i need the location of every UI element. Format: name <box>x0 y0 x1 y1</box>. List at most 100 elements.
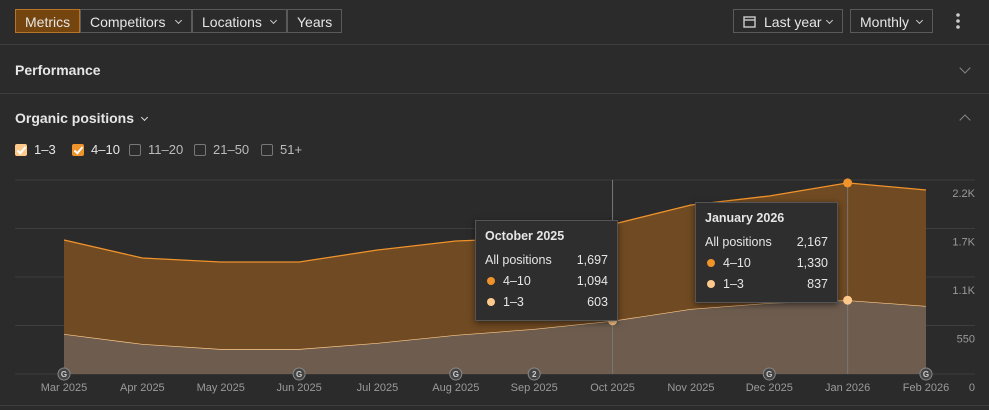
tooltip-row: All positions 2,167 <box>705 231 828 252</box>
legend-item[interactable]: 11–20 <box>129 142 183 157</box>
section-title[interactable]: Performance <box>15 62 101 78</box>
collapse-icon[interactable] <box>959 114 971 126</box>
chevron <box>825 16 834 25</box>
x-tick-label: Dec 2025 <box>746 382 793 394</box>
x-tick-label: Nov 2025 <box>667 382 714 394</box>
tooltip-series: 1–3 <box>705 277 744 291</box>
legend-item[interactable]: 1–3 <box>15 142 56 157</box>
tab[interactable]: Years <box>287 9 342 33</box>
tooltip-label: 1–3 <box>503 294 524 309</box>
annotation-marker[interactable] <box>527 367 541 381</box>
annotation-label: G <box>453 370 459 379</box>
chevron <box>915 16 924 25</box>
checkbox <box>194 143 206 156</box>
legend-label: 1–3 <box>34 142 56 157</box>
annotation-marker[interactable] <box>449 367 463 381</box>
interval-label: Monthly <box>860 14 910 30</box>
legend-item[interactable]: 4–10 <box>72 142 120 157</box>
expand-icon[interactable] <box>959 62 971 74</box>
tooltip-label: All positions <box>705 234 772 249</box>
tooltip-value: 1,094 <box>576 273 608 288</box>
chevron <box>269 16 278 25</box>
annotation-label: G <box>766 370 772 379</box>
tab[interactable]: Locations <box>192 9 287 33</box>
tab[interactable]: Metrics <box>15 9 80 33</box>
divider <box>0 44 989 45</box>
x-tick-label: Aug 2025 <box>432 382 479 394</box>
legend-label: 11–20 <box>148 142 184 157</box>
y-tick-label: 0 <box>969 382 975 394</box>
tab-label: Locations <box>202 14 262 30</box>
annotation-label: G <box>296 370 302 379</box>
legend-item[interactable]: 51+ <box>261 142 302 157</box>
annotation-label: G <box>61 370 67 379</box>
tooltip: January 2026 All positions 2,167 4–10 1,330 1… <box>695 202 838 303</box>
tab-label: Metrics <box>25 14 71 30</box>
y-tick-label: 2.2K <box>952 188 975 200</box>
interval-button[interactable]: Monthly <box>850 9 933 33</box>
tooltip-series: 4–10 <box>485 274 531 288</box>
x-tick-label: Oct 2025 <box>590 382 635 394</box>
annotation-label: G <box>923 370 929 379</box>
tooltip-label: 1–3 <box>723 276 744 291</box>
checkbox <box>72 143 84 156</box>
x-tick-label: Jul 2025 <box>357 382 399 394</box>
chevron <box>140 113 148 122</box>
tooltip-row: All positions 1,697 <box>485 249 608 270</box>
tooltip-row: 1–3 603 <box>485 291 608 312</box>
section-label: Organic positions <box>15 110 135 126</box>
period-label: Last year <box>764 14 822 30</box>
tooltip-value: 1,330 <box>796 255 828 270</box>
tooltip-dot <box>707 258 715 267</box>
legend-item[interactable]: 21–50 <box>194 142 249 157</box>
tooltip-value: 2,167 <box>796 234 828 249</box>
section-title[interactable]: Organic positions <box>15 110 148 126</box>
x-tick-label: May 2025 <box>197 382 245 394</box>
y-tick-label: 550 <box>957 333 975 345</box>
tooltip-row: 4–10 1,330 <box>705 252 828 273</box>
tab-label: Competitors <box>90 14 166 30</box>
legend-label: 21–50 <box>213 142 250 157</box>
tooltip-value: 1,697 <box>576 252 608 267</box>
legend-label: 4–10 <box>91 142 120 157</box>
legend-label: 51+ <box>280 142 303 157</box>
annotation-marker[interactable] <box>762 367 776 381</box>
tooltip-title: October 2025 <box>485 229 565 243</box>
x-tick-label: Jan 2026 <box>825 382 870 394</box>
annotation-marker[interactable] <box>57 367 71 381</box>
tooltip-row: 1–3 837 <box>705 273 828 294</box>
checkbox <box>15 143 27 156</box>
checkbox <box>129 143 141 156</box>
chevron <box>174 16 183 25</box>
x-tick-label: Apr 2025 <box>120 382 165 394</box>
divider <box>0 93 989 94</box>
tooltip-title: January 2026 <box>705 211 785 225</box>
tab[interactable]: Competitors <box>80 9 192 33</box>
tooltip: October 2025 All positions 1,697 4–10 1,094 1… <box>475 220 618 321</box>
annotation-marker[interactable] <box>292 367 306 381</box>
divider <box>0 405 989 406</box>
tooltip-row: 4–10 1,094 <box>485 270 608 291</box>
annotation-marker[interactable] <box>919 367 933 381</box>
area <box>64 300 926 374</box>
y-tick-label: 1.1K <box>952 285 975 297</box>
tooltip-series: 1–3 <box>485 295 524 309</box>
tab-label: Years <box>297 14 333 30</box>
hover-dot <box>843 295 853 305</box>
y-tick-label: 1.7K <box>952 236 975 248</box>
tooltip-dot <box>487 276 495 285</box>
period-button[interactable]: Last year <box>733 9 843 33</box>
tooltip-dot <box>487 297 495 306</box>
tooltip-dot <box>707 279 715 288</box>
tooltip-value: 837 <box>807 276 828 291</box>
checkbox <box>261 143 273 156</box>
annotation-label: 2 <box>532 370 537 379</box>
x-tick-label: Sep 2025 <box>511 382 558 394</box>
x-tick-label: Mar 2025 <box>41 382 87 394</box>
tooltip-series: 4–10 <box>705 256 751 270</box>
more-menu[interactable] <box>954 12 962 32</box>
tooltip-label: 4–10 <box>503 273 531 288</box>
tooltip-label: All positions <box>485 252 552 267</box>
x-tick-label: Feb 2026 <box>903 382 949 394</box>
